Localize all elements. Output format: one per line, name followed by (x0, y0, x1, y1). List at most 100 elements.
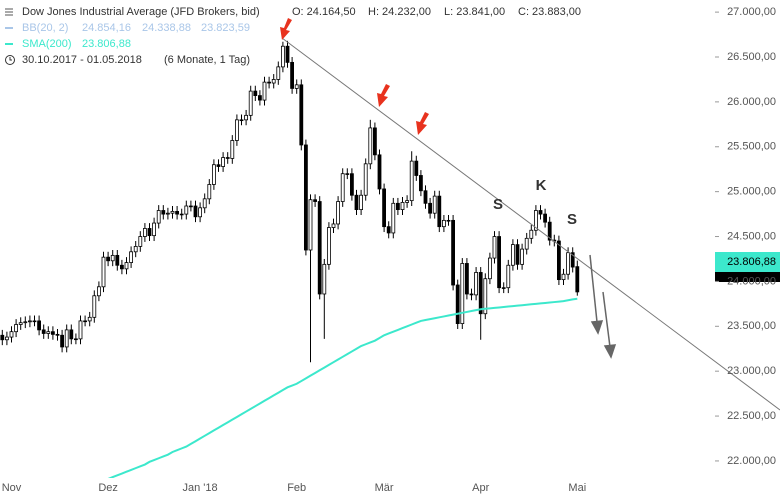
legend-title: Dow Jones Industrial Average (JFD Broker… (22, 6, 260, 18)
legend-value: 23.823,59 (201, 22, 250, 34)
candle-body (225, 157, 230, 159)
candle-body (55, 333, 60, 336)
candle-body (336, 201, 341, 225)
candle-body (478, 272, 483, 315)
candle-body (69, 329, 74, 340)
candle-body (368, 127, 373, 165)
x-tick-label: Dez (98, 482, 118, 494)
candle-body (529, 229, 534, 239)
candle-body (248, 90, 253, 116)
candle-body (23, 321, 28, 324)
candle-body (120, 264, 124, 270)
period: (6 Monate, 1 Tag) (164, 54, 250, 66)
plot-area (0, 40, 580, 478)
candle-body (239, 119, 244, 122)
quote: H: 24.232,00 (368, 6, 431, 18)
quote: L: 23.841,00 (444, 6, 505, 18)
candle-body (216, 164, 221, 167)
candle-body (142, 228, 147, 237)
candle-body (303, 144, 308, 251)
candle-body (313, 199, 318, 202)
candle-body (138, 236, 143, 247)
candle-body (156, 210, 161, 224)
candle-body (51, 331, 55, 335)
candle-body (501, 287, 506, 289)
candle-body (115, 254, 120, 266)
candle-body (299, 84, 304, 146)
candle-body (5, 336, 9, 341)
candle-body (547, 221, 552, 241)
candle-body (221, 157, 226, 167)
x-tick-label: Mär (375, 482, 394, 494)
candle-body (207, 184, 212, 200)
candle-body (386, 226, 391, 234)
candle-body (359, 194, 364, 211)
annotation: K (536, 177, 547, 194)
candle-body (276, 66, 281, 80)
candle-body (322, 263, 327, 295)
annotation: S (567, 211, 577, 228)
candle-body (400, 202, 405, 211)
y-tick-label: 27.000,00 (727, 6, 776, 18)
candle-body (202, 198, 207, 209)
candle-body (179, 213, 184, 216)
candle-body (543, 213, 547, 223)
candle-body (469, 293, 474, 296)
x-tick-label: Apr (472, 482, 489, 494)
candle-body (538, 210, 543, 215)
candle-body (492, 236, 497, 259)
candle-body (437, 195, 442, 228)
sma-line (107, 297, 578, 478)
y-tick-label: 26.500,00 (727, 51, 776, 63)
candle-body (198, 207, 203, 218)
signal-arrows (280, 18, 429, 135)
candle-body (46, 331, 51, 334)
candle-body (124, 262, 129, 270)
candle-body (497, 236, 502, 289)
y-tick-label: 24.000,00 (727, 275, 776, 287)
trend-line (281, 37, 780, 411)
candle-body (280, 45, 285, 68)
candle-body (520, 248, 524, 265)
y-tick-label: 23.500,00 (727, 320, 776, 332)
candle-body (14, 324, 18, 333)
clock-icon (5, 55, 15, 65)
candle-body (133, 246, 138, 253)
candle-body (285, 45, 290, 63)
candle-body (230, 140, 235, 159)
legend-entry: BB(20, 2) (22, 22, 68, 34)
candle-body (575, 266, 580, 293)
candle-body (110, 254, 115, 262)
candle-body (147, 228, 152, 237)
candle-body (455, 284, 460, 325)
candle-body (234, 119, 239, 141)
y-tick-label: 25.500,00 (727, 141, 776, 153)
candle-body (290, 61, 295, 89)
candle-body (432, 195, 437, 214)
candle-body (441, 219, 446, 228)
candle-body (101, 256, 106, 288)
candle-body (152, 222, 157, 237)
candle-body (106, 256, 110, 262)
quote: C: 23.883,00 (518, 6, 581, 18)
candle-body (271, 79, 276, 84)
x-tick-label: Feb (287, 482, 306, 494)
candle-body (451, 219, 456, 286)
candle-body (382, 188, 387, 228)
candle-body (349, 173, 354, 196)
quote: O: 24.164,50 (292, 6, 356, 18)
candle-body (188, 205, 193, 208)
candle-body (570, 252, 575, 268)
y-tick-label: 26.000,00 (727, 96, 776, 108)
candle-body (391, 202, 396, 234)
candle-body (428, 202, 433, 214)
candle-body (97, 286, 101, 297)
candle-body (41, 329, 46, 334)
candle-body (262, 81, 267, 101)
legend-value: 24.338,88 (142, 22, 191, 34)
candle-body (483, 278, 488, 315)
candle-body (566, 252, 570, 275)
projection-arrows (589, 254, 617, 359)
candle-body (83, 320, 87, 323)
candle-body (211, 164, 216, 185)
